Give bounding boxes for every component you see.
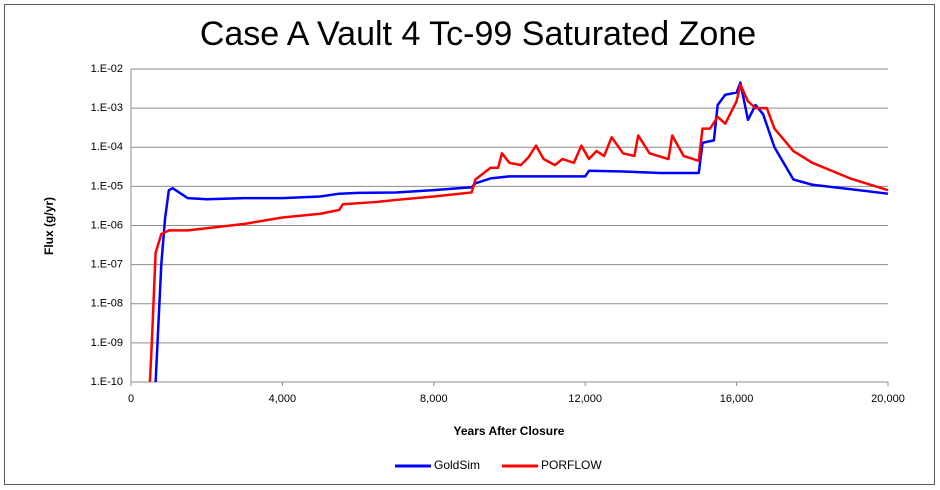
chart-frame xyxy=(4,4,935,485)
series-line xyxy=(148,83,889,382)
x-axis-label: Years After Closure xyxy=(454,424,565,438)
x-tick-label: 0 xyxy=(128,393,134,405)
y-tick-label: 1.E-03 xyxy=(91,102,123,114)
y-tick-label: 1.E-06 xyxy=(91,219,123,231)
series-line xyxy=(154,81,889,382)
legend-label: GoldSim xyxy=(434,458,480,472)
y-axis-label: Flux (g/yr) xyxy=(42,197,56,255)
x-tick-label: 20,000 xyxy=(871,393,905,405)
legend-label: PORFLOW xyxy=(541,458,602,472)
y-tick-label: 1.E-08 xyxy=(91,298,123,310)
chart-title: Case A Vault 4 Tc-99 Saturated Zone xyxy=(200,15,756,53)
x-tick-label: 16,000 xyxy=(720,393,754,405)
x-tick-label: 12,000 xyxy=(568,393,602,405)
x-tick-label: 4,000 xyxy=(269,393,297,405)
y-tick-label: 1.E-05 xyxy=(91,180,123,192)
y-tick-label: 1.E-10 xyxy=(91,376,123,388)
y-tick-label: 1.E-04 xyxy=(91,141,123,153)
y-tick-label: 1.E-09 xyxy=(91,337,123,349)
y-tick-label: 1.E-02 xyxy=(91,63,123,75)
y-tick-label: 1.E-07 xyxy=(91,259,123,271)
x-tick-label: 8,000 xyxy=(420,393,448,405)
